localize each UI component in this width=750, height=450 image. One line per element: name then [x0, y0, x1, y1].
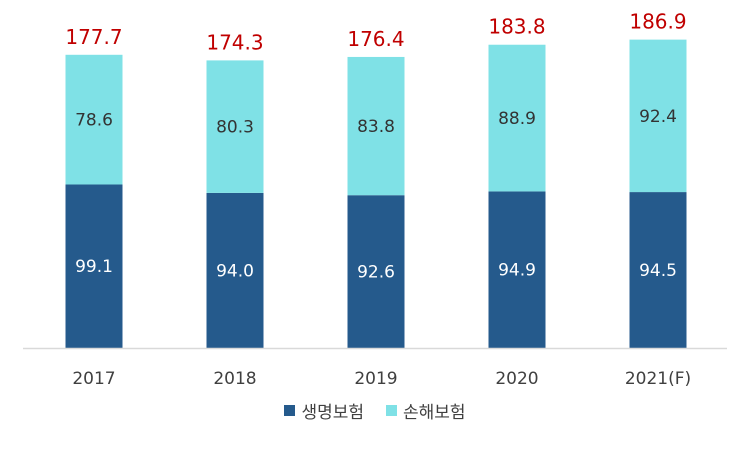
bar-nonlife-2	[347, 56, 405, 196]
bar-life-0	[65, 184, 123, 348]
total-label-2: 176.4	[347, 27, 404, 51]
x-tick-label-4: 2021(F)	[625, 369, 691, 389]
legend-swatch-nonlife	[386, 405, 397, 416]
data-label-nonlife-4: 92.4	[639, 107, 677, 127]
data-label-nonlife-1: 80.3	[216, 118, 254, 138]
legend-item-life: 생명보험	[284, 398, 364, 423]
total-label-1: 174.3	[206, 30, 263, 54]
bar-nonlife-3	[488, 44, 546, 192]
data-label-life-1: 94.0	[216, 261, 254, 281]
legend-item-nonlife: 손해보험	[386, 398, 466, 423]
total-label-4: 186.9	[629, 10, 686, 34]
chart-legend: 생명보험 손해보험	[0, 398, 750, 423]
bar-life-1	[206, 192, 264, 348]
bar-nonlife-4	[629, 39, 687, 193]
total-label-0: 177.7	[65, 25, 122, 49]
data-label-life-3: 94.9	[498, 261, 536, 281]
data-label-life-4: 94.5	[639, 261, 677, 281]
total-label-3: 183.8	[488, 15, 545, 39]
x-tick-label-3: 2020	[495, 369, 538, 389]
bar-life-4	[629, 192, 687, 348]
x-tick-label-1: 2018	[213, 369, 256, 389]
x-tick-label-0: 2017	[72, 369, 115, 389]
data-label-life-2: 92.6	[357, 263, 395, 283]
legend-swatch-life	[284, 405, 296, 416]
bar-life-3	[488, 191, 546, 348]
x-tick-label-2: 2019	[354, 369, 397, 389]
data-label-nonlife-2: 83.8	[357, 117, 395, 137]
bar-nonlife-0	[65, 54, 123, 185]
legend-label-life: 생명보험	[301, 403, 364, 423]
data-label-nonlife-3: 88.9	[498, 109, 536, 129]
legend-label-nonlife: 손해보험	[403, 403, 466, 423]
data-label-life-0: 99.1	[75, 257, 113, 277]
bar-life-2	[347, 195, 405, 348]
data-label-nonlife-0: 78.6	[75, 111, 113, 131]
bar-nonlife-1	[206, 60, 264, 193]
